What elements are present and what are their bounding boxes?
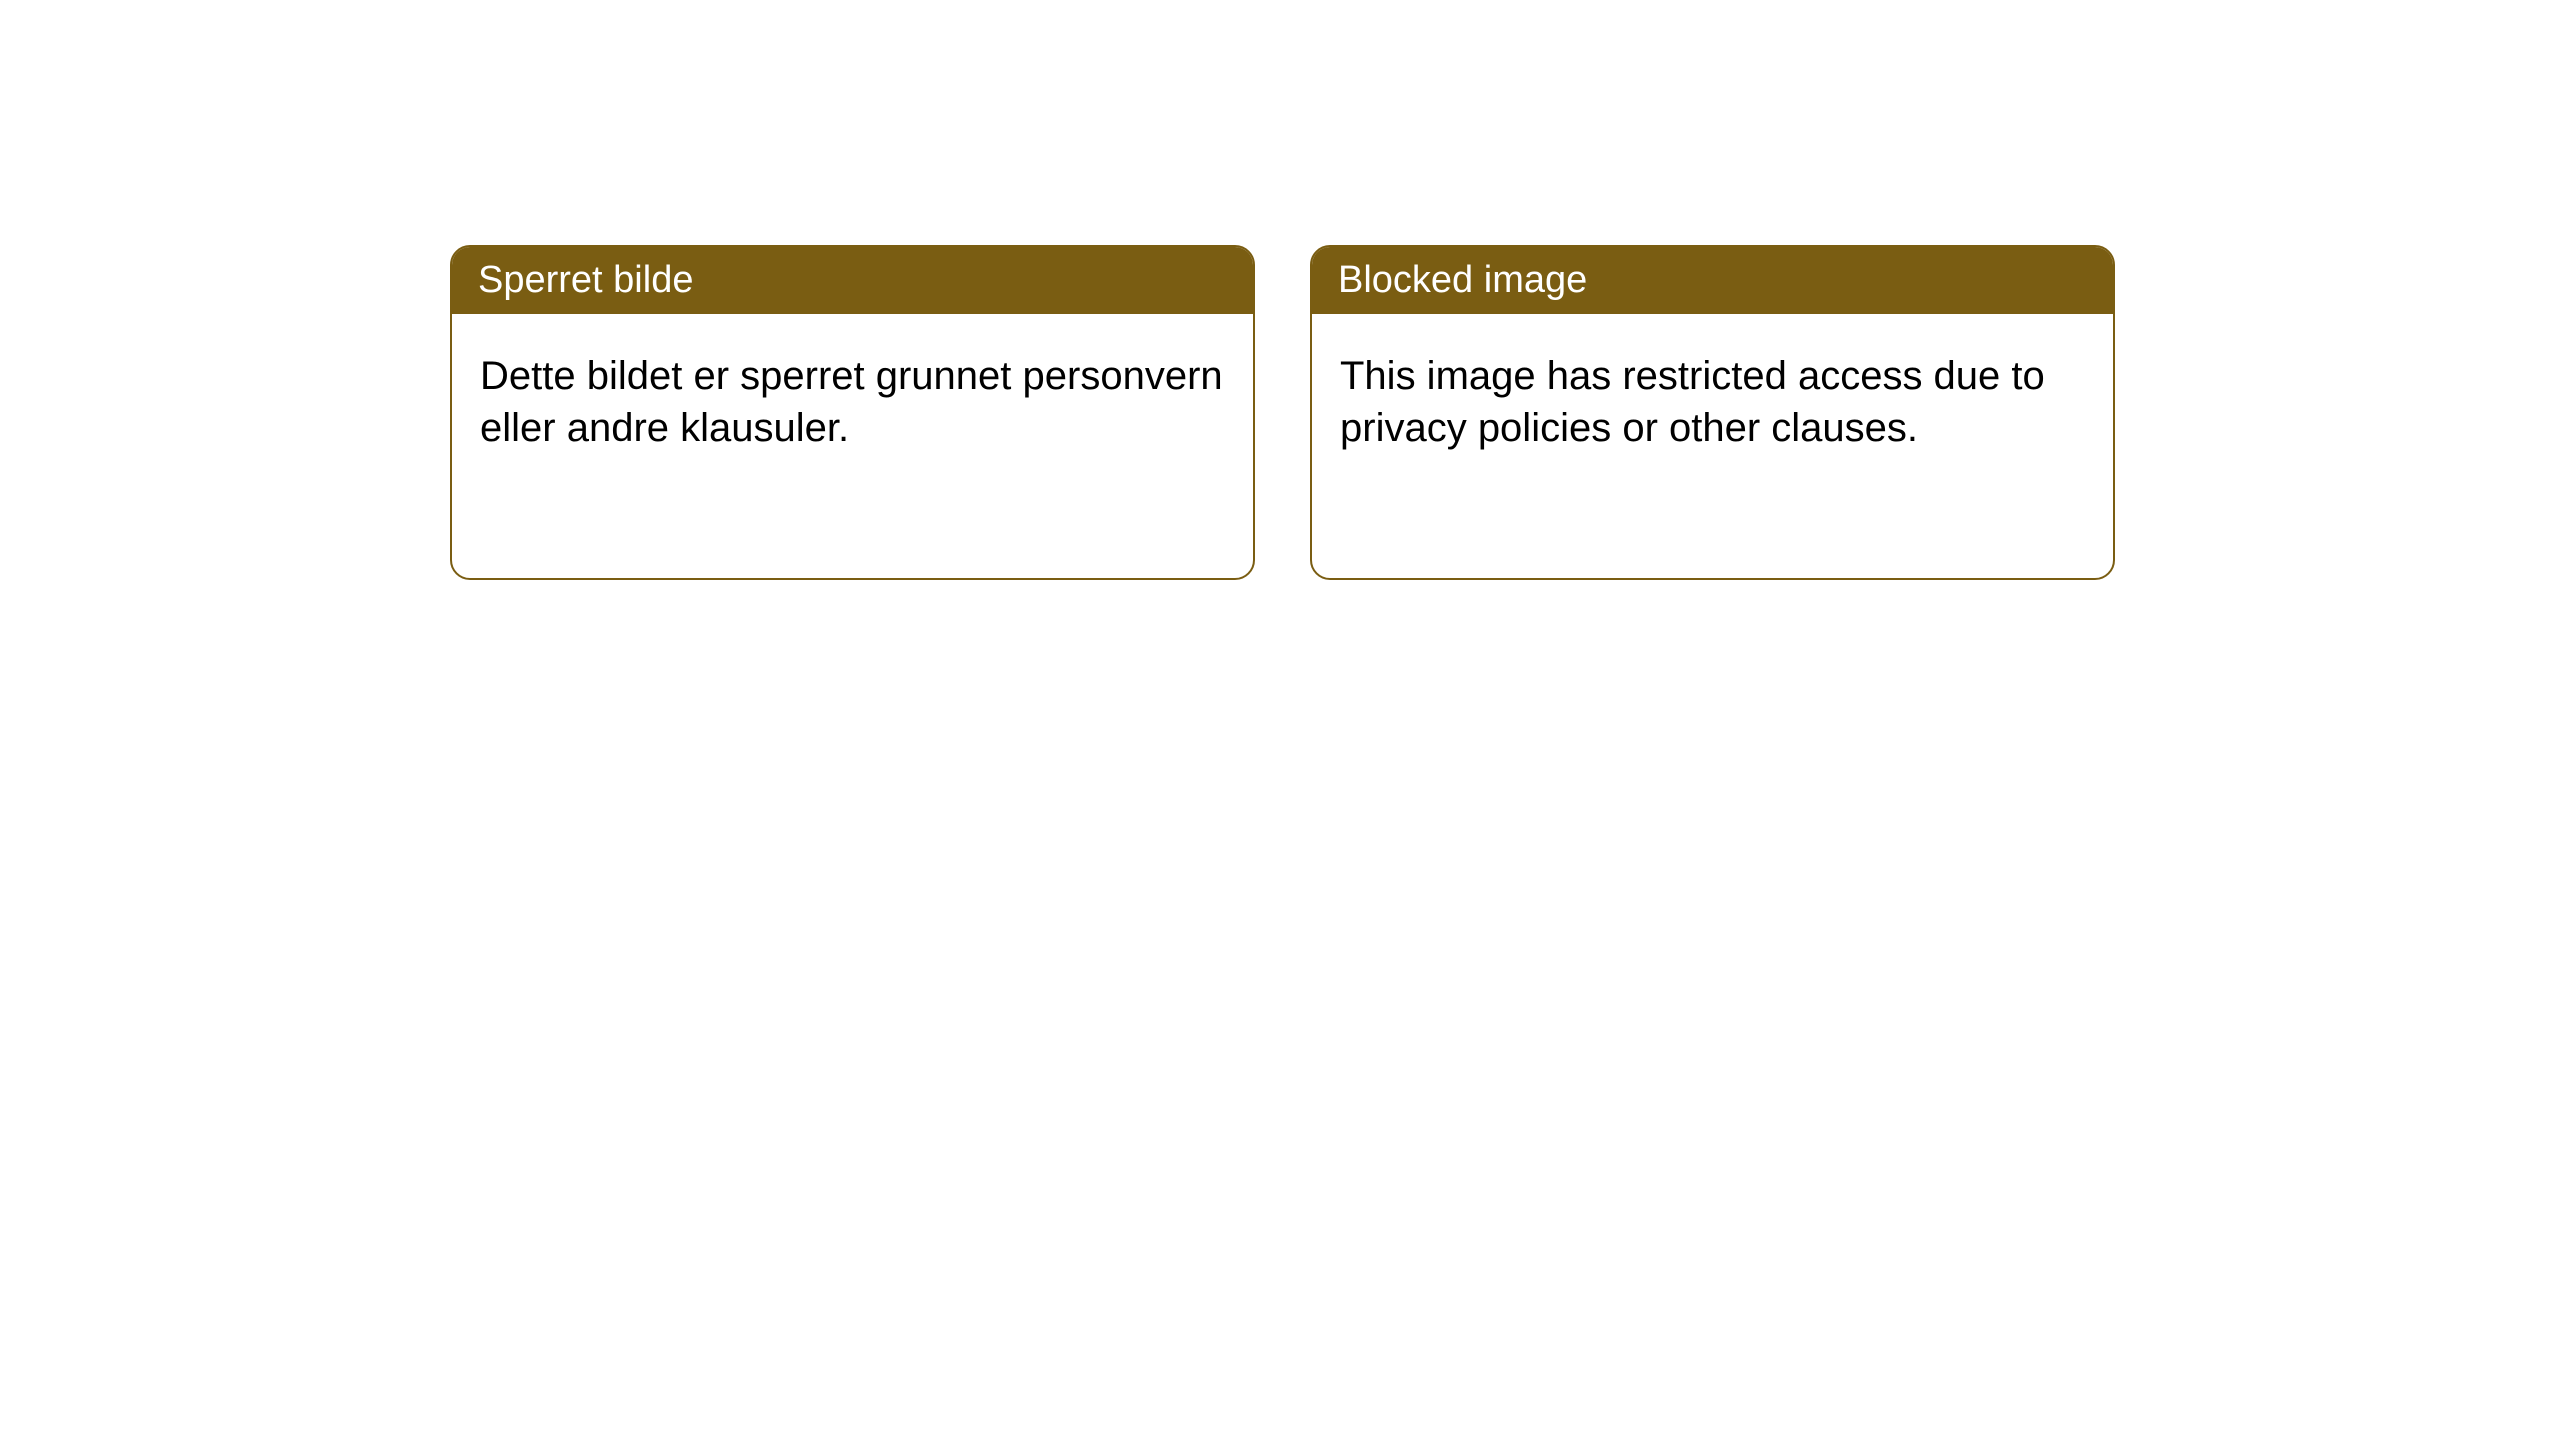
blocked-image-card-no: Sperret bilde Dette bildet er sperret gr…	[450, 245, 1255, 580]
card-body-en: This image has restricted access due to …	[1312, 314, 2113, 490]
cards-container: Sperret bilde Dette bildet er sperret gr…	[450, 245, 2115, 580]
card-body-no: Dette bildet er sperret grunnet personve…	[452, 314, 1253, 490]
card-header-en: Blocked image	[1312, 247, 2113, 314]
blocked-image-card-en: Blocked image This image has restricted …	[1310, 245, 2115, 580]
card-header-no: Sperret bilde	[452, 247, 1253, 314]
